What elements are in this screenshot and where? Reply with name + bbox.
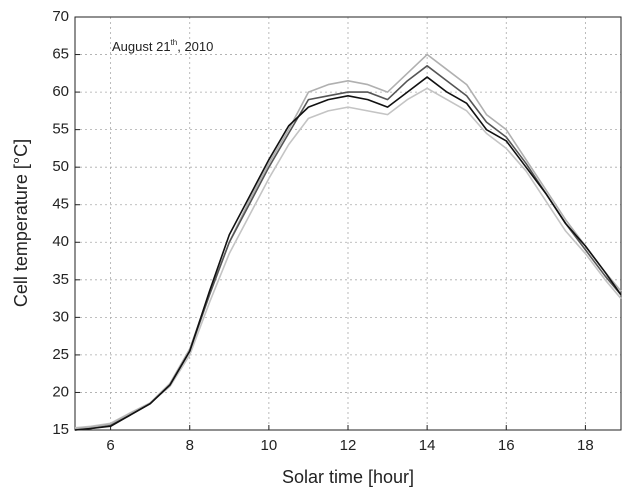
y-tick-label: 20	[52, 383, 69, 400]
series-line	[74, 53, 622, 430]
annotation-suffix: , 2010	[177, 39, 213, 54]
y-axis-title: Cell temperature [°C]	[11, 139, 31, 307]
y-tick-label: 40	[52, 233, 69, 250]
y-tick-label: 65	[52, 46, 69, 63]
series-line	[74, 76, 622, 431]
y-tick-label: 55	[52, 121, 69, 138]
x-tick-label: 16	[498, 437, 515, 454]
x-tick-label: 8	[186, 437, 194, 454]
x-tick-label: 12	[340, 437, 357, 454]
y-tick-label: 35	[52, 271, 69, 288]
x-tick-label: 18	[577, 437, 594, 454]
annotation: August 21th, 2010	[112, 38, 213, 54]
y-tick-label: 25	[52, 346, 69, 363]
x-tick-label: 6	[106, 437, 114, 454]
y-tick-label: 50	[52, 158, 69, 175]
x-tick-label: 10	[261, 437, 278, 454]
y-tick-label: 70	[52, 8, 69, 25]
x-axis-title: Solar time [hour]	[282, 467, 414, 487]
y-tick-label: 60	[52, 83, 69, 100]
annotation-text: August 21	[112, 39, 171, 54]
x-tick-label: 14	[419, 437, 436, 454]
y-tick-label: 15	[52, 421, 69, 438]
y-tick-label: 30	[52, 308, 69, 325]
annotation-superscript: th	[171, 38, 178, 47]
y-tick-label: 45	[52, 196, 69, 213]
